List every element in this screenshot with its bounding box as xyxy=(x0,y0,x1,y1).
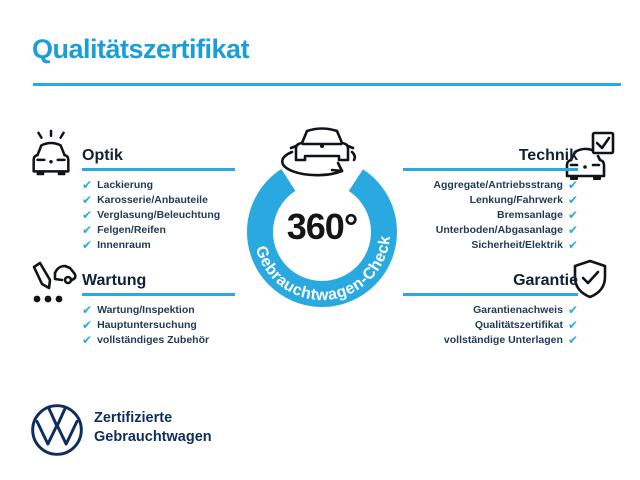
check-icon: ✔ xyxy=(82,207,93,222)
list-item-label: vollständiges Zubehör xyxy=(97,333,210,346)
list-item-label: Karosserie/Anbauteile xyxy=(97,193,208,206)
list-item-label: Qualitätszertifikat xyxy=(474,318,563,331)
list-item: ✔ Felgen/Reifen xyxy=(82,222,220,237)
section-rule-wartung xyxy=(82,293,235,296)
check-icon: ✔ xyxy=(82,302,93,317)
section-title-technik: Technik xyxy=(518,147,578,164)
360-check-ring: Gebrauchtwagen-Check xyxy=(247,157,397,307)
list-item: ✔ Hauptuntersuchung xyxy=(82,317,209,332)
list-item-label: Lackierung xyxy=(97,178,154,191)
vw-logo xyxy=(31,404,83,456)
section-title-garantie: Garantie xyxy=(513,272,578,289)
section-rule-technik xyxy=(403,168,578,171)
check-icon: ✔ xyxy=(567,192,578,207)
brand-line-2: Gebrauchtwagen xyxy=(94,429,212,445)
section-title-wartung: Wartung xyxy=(82,272,147,289)
checklist-garantie: Garantienachweis ✔ Qualitätszertifikat ✔ v… xyxy=(400,302,578,347)
check-icon: ✔ xyxy=(82,317,93,332)
list-item: Lenkung/Fahrwerk ✔ xyxy=(400,192,578,207)
shield-check-icon xyxy=(572,259,608,299)
section-rule-optik xyxy=(82,168,235,171)
check-icon: ✔ xyxy=(82,332,93,347)
list-item-label: Garantienachweis xyxy=(473,303,563,316)
list-item: Qualitätszertifikat ✔ xyxy=(400,317,578,332)
list-item: ✔ vollständiges Zubehör xyxy=(82,332,209,347)
list-item-label: Innenraum xyxy=(97,238,151,251)
page-title: Qualitätszertifikat xyxy=(32,34,250,64)
service-checklist-icon xyxy=(24,257,78,315)
list-item-label: Lenkung/Fahrwerk xyxy=(469,193,563,206)
list-item-label: Verglasung/Beleuchtung xyxy=(97,208,221,221)
list-item: ✔ Innenraum xyxy=(82,237,220,252)
car-checkbox-icon xyxy=(562,129,618,185)
list-item: ✔ Verglasung/Beleuchtung xyxy=(82,207,220,222)
checklist-technik: Aggregate/Antriebsstrang ✔ Lenkung/Fahrwe… xyxy=(400,177,578,252)
list-item-label: Felgen/Reifen xyxy=(97,223,166,236)
checklist-optik: ✔ Lackierung ✔ Karosserie/Anbauteile ✔ Verg… xyxy=(82,177,220,252)
checklist-wartung: ✔ Wartung/Inspektion ✔ Hauptuntersuchung ✔… xyxy=(82,302,209,347)
list-item-label: Hauptuntersuchung xyxy=(97,318,197,331)
check-icon: ✔ xyxy=(567,222,578,237)
list-item: ✔ Lackierung xyxy=(82,177,220,192)
list-item-label: Wartung/Inspektion xyxy=(97,303,195,316)
list-item: ✔ Wartung/Inspektion xyxy=(82,302,209,317)
check-icon: ✔ xyxy=(567,237,578,252)
check-icon: ✔ xyxy=(82,177,93,192)
brand-line-1: Zertifizierte xyxy=(94,410,173,426)
sparkle-car-icon xyxy=(25,128,77,182)
section-rule-garantie xyxy=(403,293,578,296)
header-divider xyxy=(33,83,621,86)
check-icon: ✔ xyxy=(567,207,578,222)
list-item: Unterboden/Abgasanlage ✔ xyxy=(400,222,578,237)
check-icon: ✔ xyxy=(567,177,578,192)
section-title-optik: Optik xyxy=(82,147,123,164)
list-item-label: Aggregate/Antriebsstrang xyxy=(433,178,563,191)
list-item: Aggregate/Antriebsstrang ✔ xyxy=(400,177,578,192)
list-item-label: Bremsanlage xyxy=(496,208,563,221)
list-item-label: Unterboden/Abgasanlage xyxy=(435,223,563,236)
degree-label: 360° xyxy=(286,206,358,247)
check-icon: ✔ xyxy=(567,332,578,347)
list-item-label: Sicherheit/Elektrik xyxy=(471,238,563,251)
list-item: vollständige Unterlagen ✔ xyxy=(400,332,578,347)
check-icon: ✔ xyxy=(82,222,93,237)
check-icon: ✔ xyxy=(82,192,93,207)
rotate-car-icon xyxy=(276,122,368,186)
list-item: ✔ Karosserie/Anbauteile xyxy=(82,192,220,207)
check-icon: ✔ xyxy=(567,302,578,317)
list-item-label: vollständige Unterlagen xyxy=(443,333,563,346)
list-item: Bremsanlage ✔ xyxy=(400,207,578,222)
check-icon: ✔ xyxy=(82,237,93,252)
list-item: Garantienachweis ✔ xyxy=(400,302,578,317)
check-icon: ✔ xyxy=(567,317,578,332)
brand-text: Zertifizierte Gebrauchtwagen xyxy=(94,409,212,447)
list-item: Sicherheit/Elektrik ✔ xyxy=(400,237,578,252)
